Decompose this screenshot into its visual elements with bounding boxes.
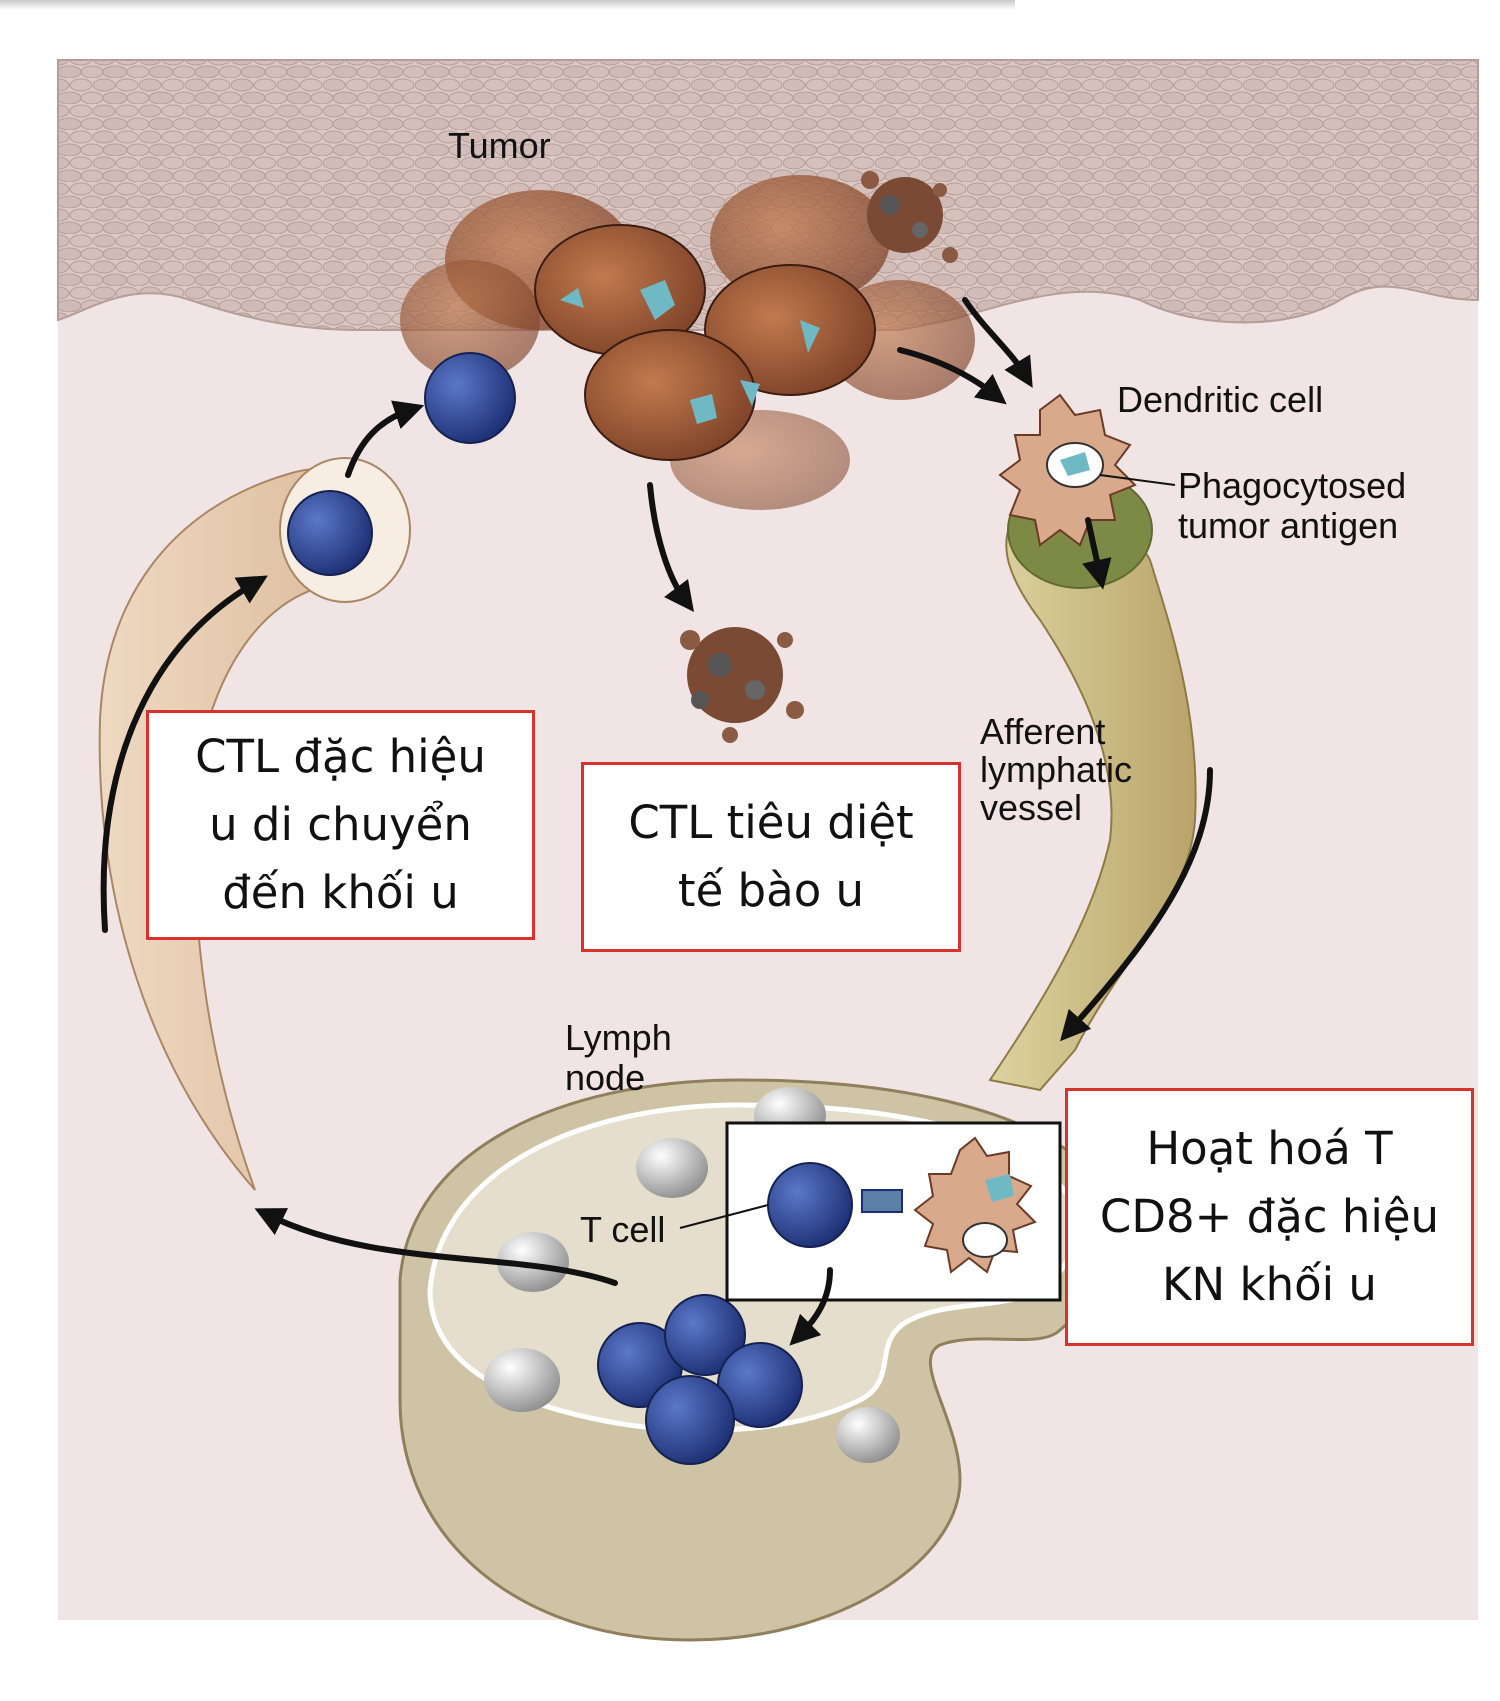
ctl-migrate-line-1: CTL đặc hiệu — [195, 730, 486, 783]
tumor-label: Tumor — [448, 125, 551, 166]
activation-line-1: Hoạt hoá T — [1146, 1122, 1393, 1175]
ctl-kill-box: CTL tiêu diệt tế bào u — [581, 762, 961, 952]
arrow-tumor-to-dendritic — [897, 347, 1007, 405]
phagocytosed-label-line-1: Phagocytosed — [1178, 465, 1407, 506]
t-cell-in-vessel — [287, 490, 373, 576]
activation-box: Hoạt hoá T CD8+ đặc hiệu KN khối u — [1065, 1088, 1474, 1346]
arrow-tumor-to-debris — [647, 482, 694, 613]
t-cell-pointer-line — [679, 1204, 769, 1229]
arrow-vessel-to-tumor — [345, 400, 425, 478]
dendritic-cell-tissue — [998, 393, 1137, 547]
phagocytosed-label-line-2: tumor antigen — [1178, 505, 1399, 546]
ctl-kill-line-2: tế bào u — [677, 864, 865, 917]
arrow-blood-upward — [100, 575, 268, 933]
arrow-into-lymphatic — [1082, 517, 1112, 590]
ctl-migrate-line-2: u di chuyển — [209, 798, 472, 851]
afferent-label-line-3: vessel — [980, 787, 1083, 828]
t-cell-label: T cell — [580, 1209, 666, 1250]
afferent-lymphatic-vessel — [988, 521, 1197, 1092]
arrow-lymphatic-to-node — [1060, 767, 1213, 1042]
top-rule — [0, 0, 1015, 10]
receptor-complex — [861, 1189, 903, 1213]
t-cell-clones — [597, 1294, 803, 1465]
activation-line-3: KN khối u — [1162, 1258, 1377, 1311]
arrow-activation-to-clones — [789, 1267, 833, 1346]
dying-tumor-debris-lower — [680, 627, 804, 743]
phagocytosed-pointer-line — [1099, 474, 1176, 486]
arrow-debris-to-dendritic — [962, 297, 1033, 388]
afferent-label-line-1: Afferent — [980, 711, 1106, 752]
activation-line-2: CD8+ đặc hiệu — [1099, 1190, 1440, 1243]
t-cell-inset — [767, 1162, 853, 1248]
ctl-migrate-line-3: đến khối u — [222, 866, 459, 919]
tumor-mass — [400, 175, 975, 510]
t-cell-tumor-site — [424, 352, 516, 444]
dendritic-cell-label: Dendritic cell — [1117, 379, 1324, 420]
lymph-node-label-line-2: node — [565, 1057, 646, 1098]
dying-tumor-debris-upper — [861, 171, 958, 263]
ctl-migrate-box: CTL đặc hiệu u di chuyển đến khối u — [146, 710, 535, 940]
dendritic-cell-inset — [913, 1136, 1037, 1274]
afferent-label-line-2: lymphatic — [980, 749, 1133, 790]
ctl-kill-line-1: CTL tiêu diệt — [628, 796, 914, 849]
flow-arrows — [100, 297, 1213, 1346]
arrow-node-to-blood — [254, 1208, 618, 1286]
lymph-node-label-line-1: Lymph — [565, 1017, 672, 1058]
